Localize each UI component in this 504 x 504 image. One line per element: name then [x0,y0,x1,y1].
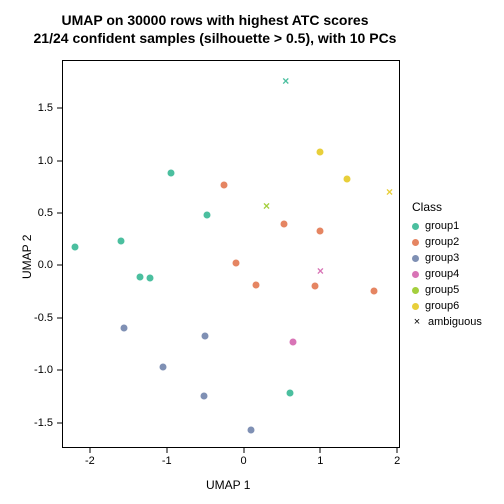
scatter-point [117,238,124,245]
x-tick-label: -2 [85,455,95,467]
scatter-point [344,176,351,183]
x-tick [166,447,167,453]
scatter-point [221,181,228,188]
y-axis-label: UMAP 2 [20,235,34,279]
chart-title-line1: UMAP on 30000 rows with highest ATC scor… [0,12,430,28]
x-tick [243,447,244,453]
y-tick [57,108,63,109]
legend-item: group5 [412,282,482,298]
legend: Class group1 group2 group3 group4 group5 grou… [412,200,482,330]
legend-label: group5 [425,284,459,296]
legend-swatch-icon [412,239,419,246]
x-tick-label: 2 [394,455,400,467]
legend-label: ambiguous [428,316,482,328]
x-tick-label: -1 [162,455,172,467]
scatter-point [317,149,324,156]
x-axis-label: UMAP 1 [206,478,250,492]
legend-swatch-icon [412,223,419,230]
legend-cross-icon: × [412,317,422,328]
x-tick [320,447,321,453]
legend-item: group6 [412,298,482,314]
scatter-point [200,392,207,399]
y-tick [57,265,63,266]
scatter-point [281,220,288,227]
chart-title-line2: 21/24 confident samples (silhouette > 0.… [0,30,430,46]
scatter-point-ambiguous: × [263,200,270,212]
y-tick-label: 1.5 [38,102,53,114]
legend-label: group3 [425,252,459,264]
legend-item: group1 [412,218,482,234]
legend-swatch-icon [412,271,419,278]
legend-label: group4 [425,268,459,280]
scatter-point [167,170,174,177]
y-tick-label: -1.5 [34,417,53,429]
x-tick [397,447,398,453]
y-tick-label: 1.0 [38,155,53,167]
scatter-point [232,260,239,267]
y-tick [57,213,63,214]
scatter-point [371,287,378,294]
legend-item: group3 [412,250,482,266]
y-tick [57,160,63,161]
scatter-point [136,274,143,281]
scatter-point [71,243,78,250]
y-tick-label: 0.5 [38,207,53,219]
legend-swatch-icon [412,303,419,310]
y-tick-label: 0.0 [38,259,53,271]
scatter-point-ambiguous: × [317,265,324,277]
x-tick [89,447,90,453]
x-tick-label: 1 [317,455,323,467]
scatter-point [290,339,297,346]
scatter-point-ambiguous: × [386,186,393,198]
scatter-point [159,364,166,371]
legend-title: Class [412,200,482,214]
legend-label: group6 [425,300,459,312]
y-tick [57,422,63,423]
scatter-point [248,427,255,434]
legend-item: group2 [412,234,482,250]
scatter-point [286,390,293,397]
plot-area: -2-1012-1.5-1.0-0.50.00.51.01.5×××× [62,60,400,448]
legend-item: group4 [412,266,482,282]
umap-scatter-chart: UMAP on 30000 rows with highest ATC scor… [0,0,504,504]
y-tick-label: -1.0 [34,364,53,376]
legend-swatch-icon [412,255,419,262]
legend-label: group1 [425,220,459,232]
y-tick [57,317,63,318]
scatter-point-ambiguous: × [282,75,289,87]
scatter-point [252,282,259,289]
y-tick-label: -0.5 [34,312,53,324]
legend-label: group2 [425,236,459,248]
scatter-point [121,325,128,332]
legend-swatch-icon [412,287,419,294]
scatter-point [203,212,210,219]
x-tick-label: 0 [240,455,246,467]
y-tick [57,370,63,371]
legend-item: × ambiguous [412,314,482,330]
scatter-point [202,332,209,339]
scatter-point [311,283,318,290]
scatter-point [317,227,324,234]
scatter-point [146,275,153,282]
